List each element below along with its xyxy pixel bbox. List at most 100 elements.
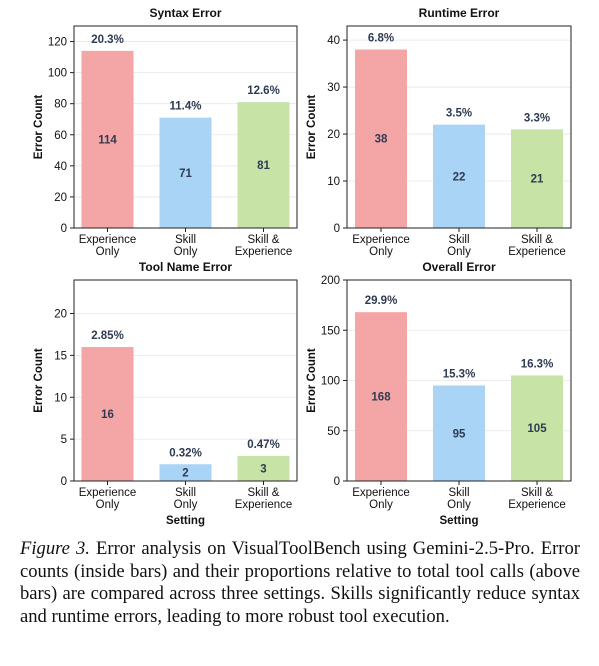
y-tick-label: 120 — [48, 37, 67, 49]
bar-percent-label: 11.4% — [170, 101, 202, 113]
x-tick-label: Experience — [235, 246, 293, 258]
bar-value-label: 2 — [182, 468, 188, 480]
plot-frame — [73, 25, 298, 229]
y-axis-label: Error Count — [33, 348, 45, 413]
x-tick-label: Skill — [175, 234, 196, 246]
y-tick-label: 50 — [327, 426, 340, 438]
x-tick-label: Only — [96, 499, 120, 511]
chart-title: Runtime Error — [419, 6, 500, 20]
bar — [355, 49, 407, 228]
x-tick-label: Only — [174, 499, 198, 511]
x-axis-label: Setting — [440, 515, 479, 527]
y-tick-label: 30 — [327, 82, 340, 94]
bar-value-label: 114 — [98, 134, 117, 146]
bar-percent-label: 16.3% — [521, 358, 554, 370]
plot-frame — [346, 25, 572, 229]
bar-percent-label: 12.6% — [247, 85, 280, 97]
bar-value-label: 95 — [453, 428, 466, 440]
x-tick-label: Experience — [79, 234, 137, 246]
bar-value-label: 16 — [101, 409, 114, 421]
bar-percent-label: 15.3% — [443, 369, 476, 381]
y-tick-label: 150 — [321, 325, 340, 337]
x-tick-label: Skill & — [248, 487, 280, 499]
bar-percent-label: 6.8% — [368, 32, 394, 44]
bar — [355, 312, 407, 481]
y-axis-label: Error Count — [33, 95, 45, 160]
y-axis-label: Error Count — [306, 95, 318, 160]
bar — [237, 455, 290, 481]
y-tick-label: 100 — [48, 68, 67, 80]
bar-value-label: 81 — [257, 160, 270, 172]
x-tick-label: Experience — [352, 234, 410, 246]
x-tick-label: Skill — [448, 234, 469, 246]
bar — [511, 129, 563, 228]
y-tick-label: 5 — [61, 434, 67, 446]
bar-percent-label: 3.5% — [446, 108, 472, 120]
bar — [81, 347, 134, 481]
figure-panels: 02040608010012011420.3%ExperienceOnly711… — [33, 6, 572, 527]
bar-value-label: 3 — [260, 463, 266, 475]
y-tick-label: 40 — [54, 161, 67, 173]
y-tick-label: 10 — [327, 176, 340, 188]
bar-percent-label: 20.3% — [91, 34, 124, 46]
y-tick-label: 100 — [321, 376, 340, 388]
x-tick-label: Only — [447, 499, 471, 511]
bar-percent-label: 0.47% — [247, 439, 280, 451]
bar-value-label: 21 — [531, 174, 544, 186]
bar-value-label: 168 — [371, 392, 391, 404]
bar — [159, 117, 212, 228]
chart-panel-1: 02040608010012011420.3%ExperienceOnly711… — [33, 6, 298, 258]
y-tick-label: 40 — [327, 35, 340, 47]
y-tick-label: 80 — [54, 99, 67, 111]
x-axis-label: Setting — [166, 515, 205, 527]
x-tick-label: Only — [369, 499, 393, 511]
bar-value-label: 71 — [179, 168, 192, 180]
y-tick-label: 10 — [54, 392, 67, 404]
x-tick-label: Only — [174, 246, 198, 258]
x-tick-label: Experience — [235, 499, 293, 511]
bar-percent-label: 2.85% — [91, 330, 124, 342]
x-tick-label: Only — [369, 246, 393, 258]
x-tick-label: Skill & — [521, 234, 553, 246]
bar-value-label: 38 — [375, 134, 388, 146]
bar-percent-label: 29.9% — [365, 295, 398, 307]
bar — [237, 102, 290, 228]
y-axis-label: Error Count — [306, 348, 318, 413]
bar-percent-label: 0.32% — [169, 447, 202, 459]
y-tick-label: 200 — [321, 275, 340, 287]
plot-frame — [346, 279, 572, 482]
bar-value-label: 22 — [453, 171, 466, 183]
x-tick-label: Skill & — [248, 234, 280, 246]
chart-panel-4: 05010015020016829.9%ExperienceOnly9515.3… — [306, 260, 572, 527]
y-tick-label: 0 — [61, 223, 67, 235]
chart-title: Overall Error — [422, 260, 496, 274]
x-tick-label: Only — [96, 246, 120, 258]
bar-percent-label: 3.3% — [524, 112, 550, 124]
bar — [81, 50, 134, 228]
chart-title: Syntax Error — [149, 6, 221, 20]
chart-panel-2: 010203040386.8%ExperienceOnly223.5%Skill… — [306, 6, 572, 258]
plot-frame — [73, 279, 298, 482]
y-tick-label: 0 — [61, 476, 67, 488]
y-tick-label: 20 — [327, 129, 340, 141]
figure-caption: Figure 3. Error analysis on VisualToolBe… — [20, 538, 580, 628]
x-tick-label: Experience — [508, 499, 566, 511]
x-tick-label: Skill — [448, 487, 469, 499]
bar-value-label: 105 — [527, 423, 547, 435]
bar — [433, 124, 485, 228]
x-tick-label: Only — [447, 246, 471, 258]
x-tick-label: Experience — [352, 487, 410, 499]
x-tick-label: Skill — [175, 487, 196, 499]
y-tick-label: 0 — [334, 223, 340, 235]
chart-panel-3: 05101520162.85%ExperienceOnly20.32%Skill… — [33, 260, 298, 527]
bar — [159, 464, 212, 481]
bar — [433, 385, 485, 481]
caption-text: Error analysis on VisualToolBench using … — [20, 538, 580, 627]
y-tick-label: 20 — [54, 309, 67, 321]
x-tick-label: Skill & — [521, 487, 553, 499]
caption-label: Figure 3. — [20, 538, 90, 559]
y-tick-label: 15 — [54, 350, 67, 362]
y-tick-label: 20 — [54, 192, 67, 204]
chart-title: Tool Name Error — [139, 260, 232, 274]
x-tick-label: Experience — [79, 487, 137, 499]
